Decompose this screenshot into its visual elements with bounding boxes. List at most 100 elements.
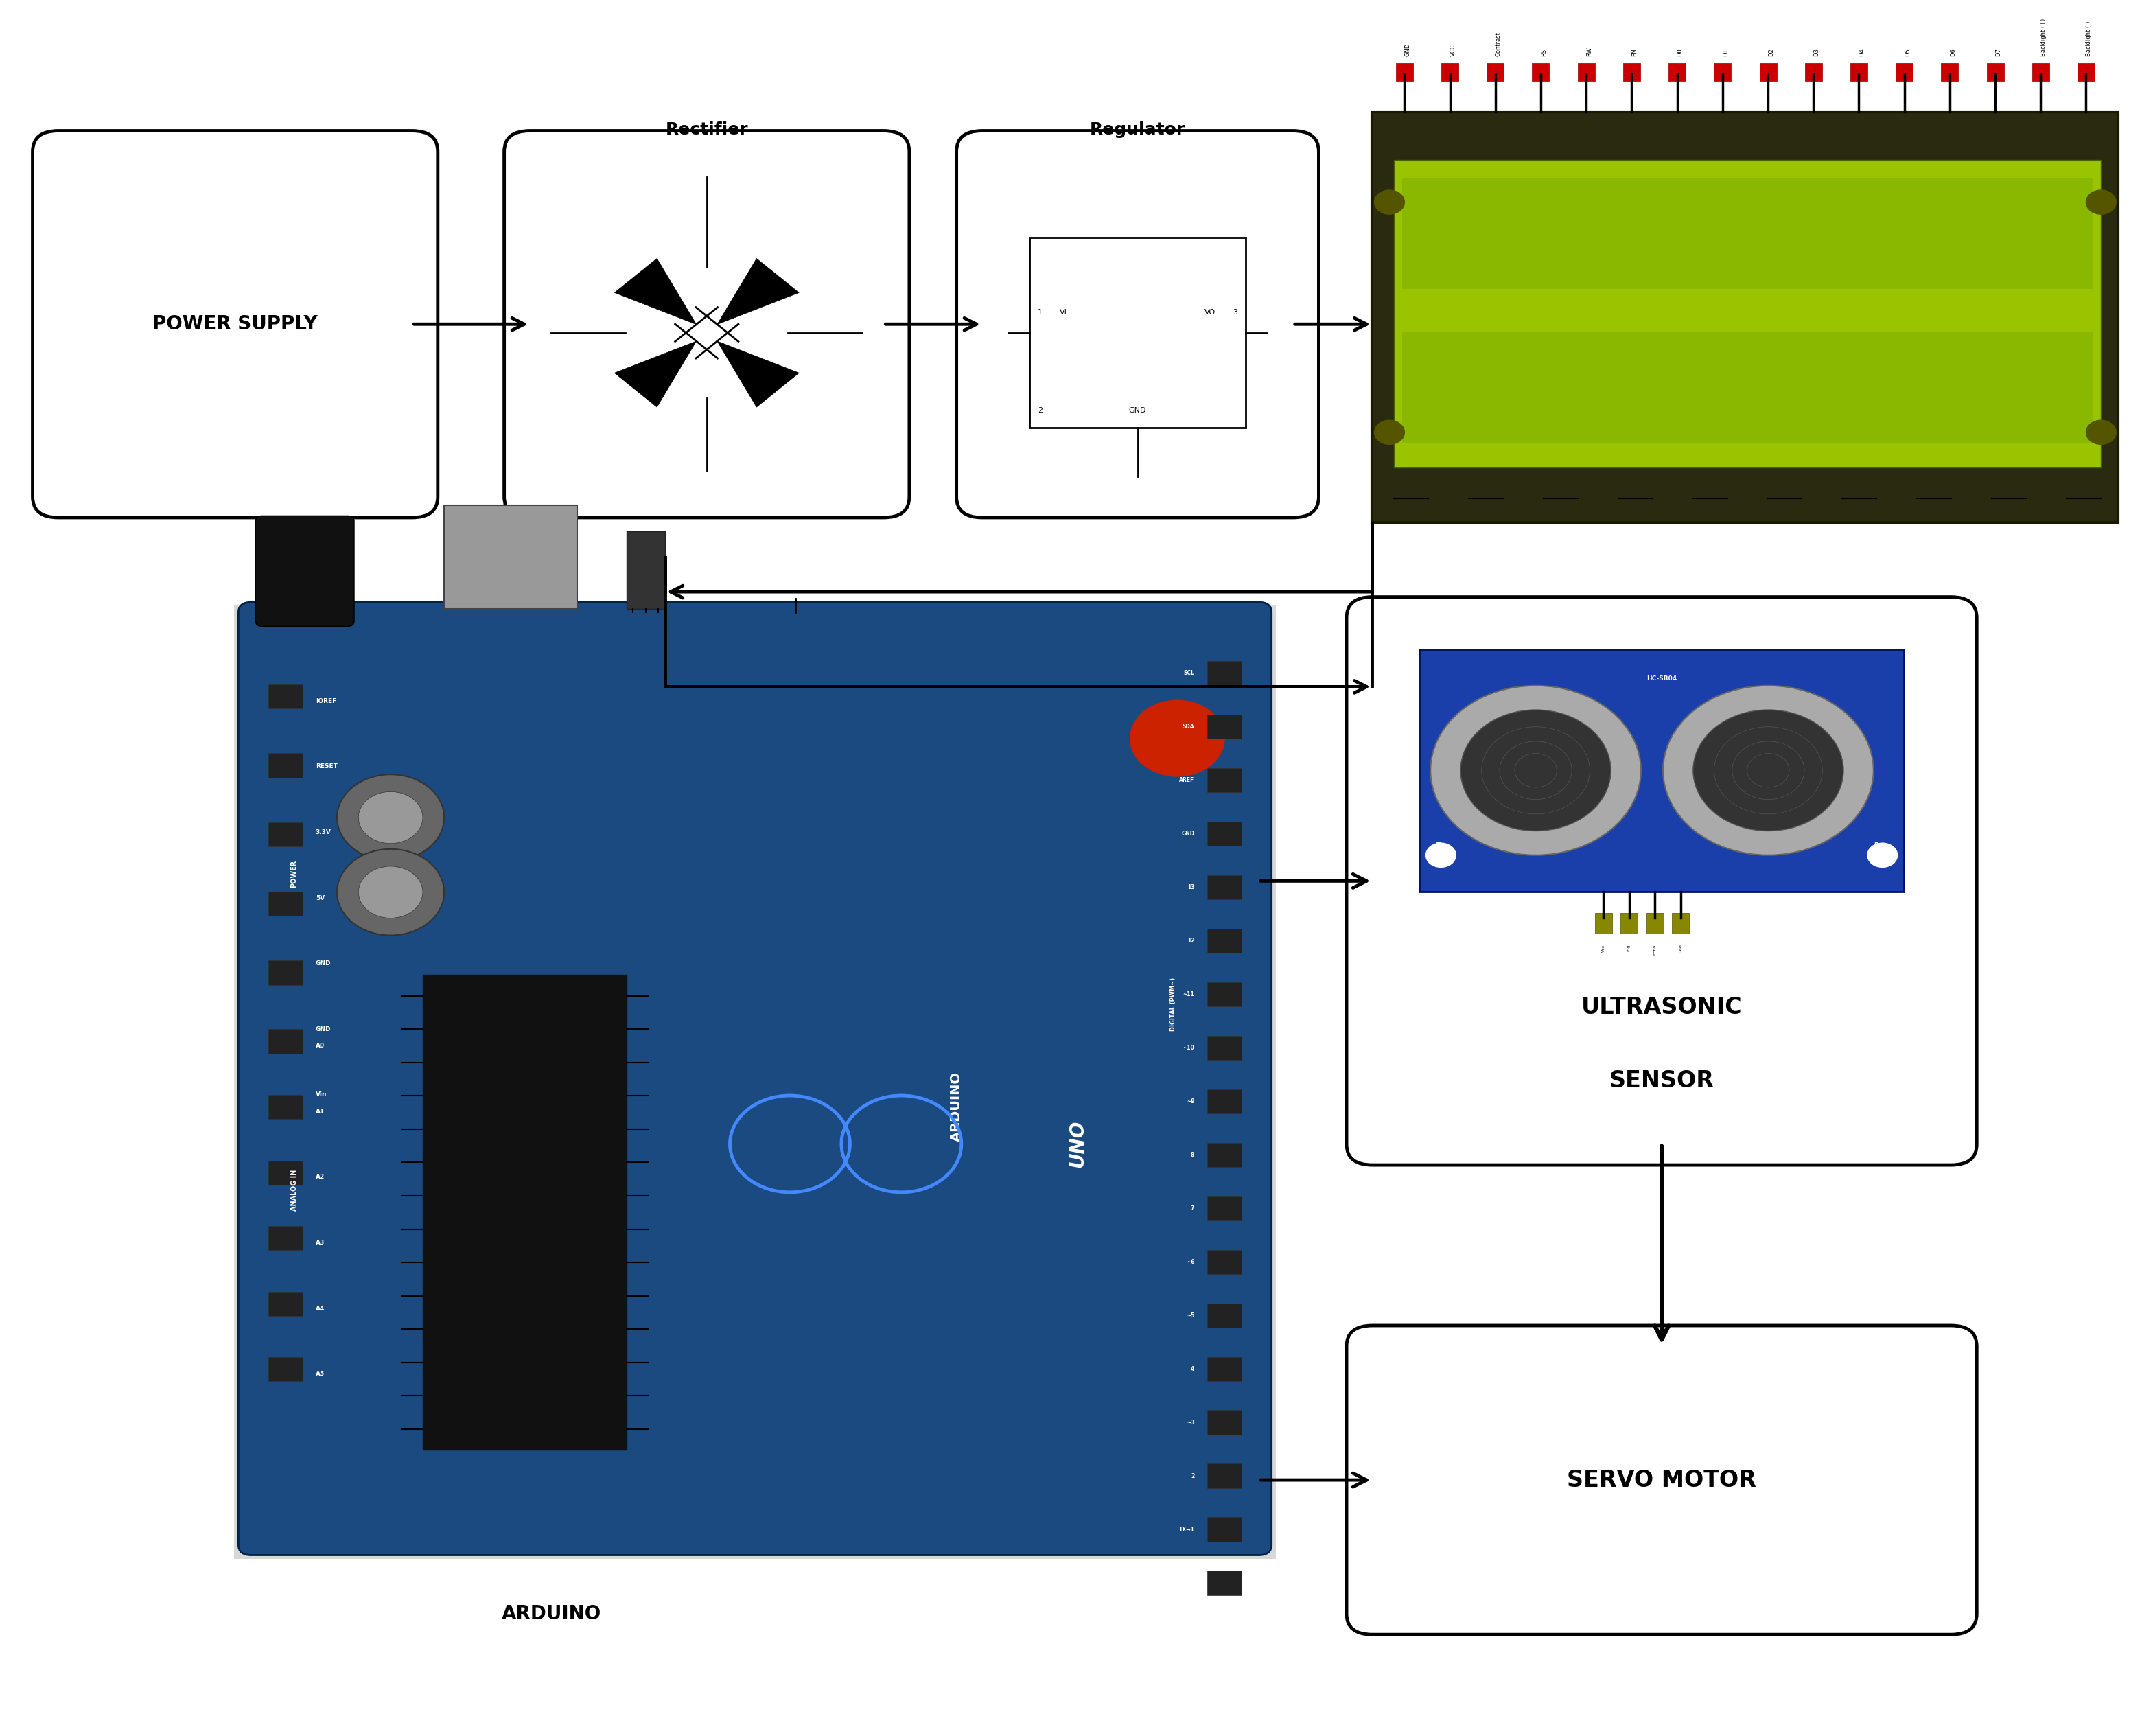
Text: GND: GND	[1128, 406, 1145, 413]
FancyBboxPatch shape	[1346, 597, 1976, 1165]
Text: Gnd: Gnd	[1679, 944, 1681, 953]
FancyBboxPatch shape	[1208, 875, 1242, 899]
FancyBboxPatch shape	[1208, 1358, 1242, 1380]
Circle shape	[338, 849, 444, 936]
Circle shape	[1425, 844, 1455, 868]
Text: Backlight (+): Backlight (+)	[2041, 19, 2048, 57]
Text: A3: A3	[316, 1240, 325, 1246]
Text: Vin: Vin	[316, 1092, 327, 1097]
Text: TX→1: TX→1	[1178, 1526, 1195, 1533]
Text: A2: A2	[316, 1174, 325, 1180]
FancyBboxPatch shape	[1371, 111, 2119, 523]
FancyBboxPatch shape	[1208, 1196, 1242, 1220]
Text: 3.3V: 3.3V	[316, 830, 332, 835]
FancyBboxPatch shape	[1804, 64, 1821, 82]
FancyBboxPatch shape	[2078, 64, 2095, 82]
Text: POWER SUPPLY: POWER SUPPLY	[153, 314, 319, 333]
FancyBboxPatch shape	[269, 684, 304, 708]
Text: SDA: SDA	[1182, 724, 1195, 729]
FancyBboxPatch shape	[1714, 64, 1731, 82]
Text: Regulator: Regulator	[1089, 122, 1186, 137]
Text: SCL: SCL	[1184, 670, 1195, 675]
FancyBboxPatch shape	[444, 505, 577, 609]
FancyBboxPatch shape	[1208, 983, 1242, 1007]
FancyBboxPatch shape	[1208, 715, 1242, 740]
FancyBboxPatch shape	[269, 960, 304, 984]
FancyBboxPatch shape	[1208, 1463, 1242, 1488]
Circle shape	[338, 774, 444, 861]
FancyBboxPatch shape	[269, 1160, 304, 1184]
Text: EN: EN	[1632, 49, 1638, 57]
Circle shape	[1662, 686, 1873, 856]
Text: ~3: ~3	[1186, 1420, 1195, 1425]
FancyBboxPatch shape	[269, 1292, 304, 1316]
Polygon shape	[717, 342, 799, 408]
FancyBboxPatch shape	[1029, 238, 1247, 427]
Circle shape	[1867, 844, 1897, 868]
Text: GND: GND	[316, 1026, 332, 1033]
FancyBboxPatch shape	[1623, 64, 1641, 82]
Text: IOREF: IOREF	[316, 698, 336, 705]
Text: ANALOG IN: ANALOG IN	[291, 1170, 297, 1212]
FancyBboxPatch shape	[1208, 661, 1242, 686]
Text: Contrast: Contrast	[1496, 31, 1501, 57]
FancyBboxPatch shape	[1208, 1304, 1242, 1328]
FancyBboxPatch shape	[1402, 332, 2093, 443]
FancyBboxPatch shape	[32, 130, 437, 517]
FancyBboxPatch shape	[269, 1358, 304, 1382]
Text: 2: 2	[1038, 406, 1042, 413]
Text: 12: 12	[1186, 937, 1195, 944]
FancyBboxPatch shape	[269, 753, 304, 778]
FancyBboxPatch shape	[269, 1226, 304, 1250]
Circle shape	[1374, 191, 1404, 214]
Text: D6: D6	[1951, 49, 1955, 57]
Text: Trig: Trig	[1628, 944, 1632, 951]
FancyBboxPatch shape	[1208, 1517, 1242, 1542]
FancyBboxPatch shape	[1488, 64, 1505, 82]
Text: D1: D1	[1722, 49, 1729, 57]
Text: A0: A0	[316, 1043, 325, 1049]
Circle shape	[741, 1104, 840, 1184]
FancyBboxPatch shape	[1208, 929, 1242, 953]
Text: DIGITAL (PWM~): DIGITAL (PWM~)	[1169, 977, 1176, 1031]
Circle shape	[1374, 420, 1404, 444]
FancyBboxPatch shape	[1346, 1326, 1976, 1635]
FancyBboxPatch shape	[269, 823, 304, 847]
Text: 3: 3	[1232, 309, 1238, 316]
FancyBboxPatch shape	[422, 976, 627, 1450]
FancyBboxPatch shape	[1647, 913, 1664, 934]
Text: 1: 1	[1038, 309, 1042, 316]
FancyBboxPatch shape	[1393, 160, 2101, 467]
FancyBboxPatch shape	[269, 1029, 304, 1054]
Text: D4: D4	[1858, 49, 1864, 57]
Text: SERVO MOTOR: SERVO MOTOR	[1567, 1469, 1757, 1491]
FancyBboxPatch shape	[1440, 64, 1458, 82]
Circle shape	[2086, 420, 2116, 444]
Text: ARDUINO: ARDUINO	[949, 1071, 962, 1142]
Text: POWER: POWER	[291, 859, 297, 887]
FancyBboxPatch shape	[1208, 1088, 1242, 1113]
FancyBboxPatch shape	[1595, 913, 1613, 934]
FancyBboxPatch shape	[1759, 64, 1776, 82]
Text: ULTRASONIC: ULTRASONIC	[1580, 996, 1742, 1019]
Text: D5: D5	[1903, 49, 1910, 57]
FancyBboxPatch shape	[235, 606, 1277, 1559]
FancyBboxPatch shape	[1419, 649, 1903, 892]
FancyBboxPatch shape	[956, 130, 1318, 517]
Text: A5: A5	[316, 1371, 325, 1377]
Text: A1: A1	[316, 1109, 325, 1115]
Text: ~6: ~6	[1186, 1259, 1195, 1266]
Text: ~5: ~5	[1186, 1312, 1195, 1318]
FancyBboxPatch shape	[1987, 64, 2004, 82]
Polygon shape	[614, 259, 695, 325]
Circle shape	[1430, 686, 1641, 856]
Text: D3: D3	[1813, 49, 1819, 57]
Text: RX←0: RX←0	[1178, 1580, 1195, 1587]
Circle shape	[357, 792, 422, 844]
FancyBboxPatch shape	[269, 892, 304, 915]
FancyBboxPatch shape	[2032, 64, 2050, 82]
Text: VI: VI	[1059, 309, 1068, 316]
FancyBboxPatch shape	[1621, 913, 1638, 934]
Text: ~10: ~10	[1182, 1045, 1195, 1050]
FancyBboxPatch shape	[1942, 64, 1959, 82]
